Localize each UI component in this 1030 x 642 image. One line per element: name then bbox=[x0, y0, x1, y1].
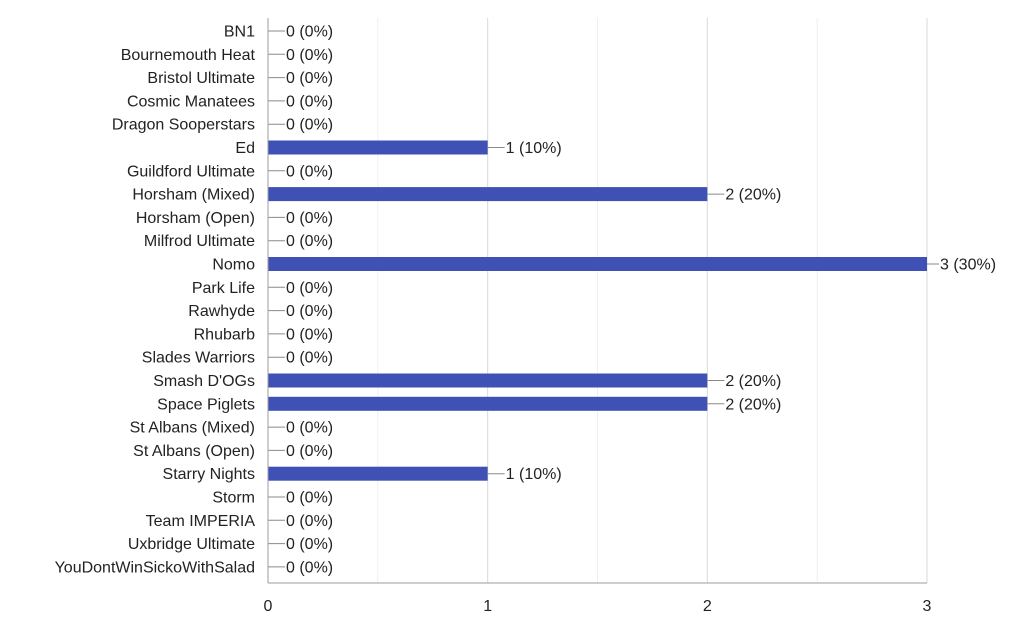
category-label: Rawhyde bbox=[188, 303, 255, 320]
category-label: Uxbridge Ultimate bbox=[128, 536, 255, 553]
category-label: Slades Warriors bbox=[142, 350, 255, 367]
category-label: Dragon Sooperstars bbox=[112, 117, 255, 134]
value-label: 0 (0%) bbox=[286, 303, 333, 320]
value-label: 3 (30%) bbox=[940, 257, 996, 274]
bar bbox=[268, 187, 708, 202]
value-label: 0 (0%) bbox=[286, 490, 333, 507]
value-label: 0 (0%) bbox=[286, 420, 333, 437]
bar bbox=[268, 396, 708, 411]
value-label: 0 (0%) bbox=[286, 117, 333, 134]
axes bbox=[267, 18, 927, 584]
category-label: Bristol Ultimate bbox=[147, 70, 255, 87]
value-label: 0 (0%) bbox=[286, 70, 333, 87]
category-label: Nomo bbox=[212, 257, 255, 274]
value-label: 0 (0%) bbox=[286, 280, 333, 297]
value-label: 0 (0%) bbox=[286, 536, 333, 553]
category-label: Team IMPERIA bbox=[146, 513, 256, 530]
bar bbox=[268, 257, 927, 271]
value-label: 0 (0%) bbox=[286, 513, 333, 530]
category-label: Rhubarb bbox=[194, 326, 255, 343]
value-label: 2 (20%) bbox=[725, 187, 781, 204]
labels: 0 1 2 3 BN1 0 (0%) Bournemouth Heat 0 (0%) Brist… bbox=[55, 24, 996, 616]
category-label: Park Life bbox=[192, 280, 255, 297]
category-label: Smash D'OGs bbox=[153, 373, 255, 390]
value-label: 0 (0%) bbox=[286, 559, 333, 576]
category-label: Milfrod Ultimate bbox=[144, 233, 255, 250]
value-label: 2 (20%) bbox=[725, 373, 781, 390]
category-label: Bournemouth Heat bbox=[121, 47, 256, 64]
value-label: 1 (10%) bbox=[506, 466, 562, 483]
category-label: Horsham (Open) bbox=[136, 210, 255, 227]
x-tick-label: 0 bbox=[264, 598, 273, 615]
category-label: Ed bbox=[235, 140, 255, 157]
value-label: 1 (10%) bbox=[506, 140, 562, 157]
value-label: 0 (0%) bbox=[286, 47, 333, 64]
value-label: 0 (0%) bbox=[286, 443, 333, 460]
value-label: 0 (0%) bbox=[286, 163, 333, 180]
x-tick-label: 2 bbox=[703, 598, 712, 615]
x-tick-label: 3 bbox=[923, 598, 932, 615]
category-label: Space Piglets bbox=[157, 396, 255, 413]
category-label: YouDontWinSickoWithSalad bbox=[55, 559, 255, 576]
value-label: 2 (20%) bbox=[725, 396, 781, 413]
category-label: Starry Nights bbox=[163, 466, 255, 483]
bar bbox=[268, 373, 708, 388]
category-label: St Albans (Mixed) bbox=[130, 420, 255, 437]
category-label: Guildford Ultimate bbox=[127, 163, 255, 180]
category-label: Cosmic Manatees bbox=[127, 93, 255, 110]
category-label: Horsham (Mixed) bbox=[132, 187, 255, 204]
category-label: St Albans (Open) bbox=[133, 443, 255, 460]
value-label: 0 (0%) bbox=[286, 233, 333, 250]
bar bbox=[268, 466, 488, 481]
value-label: 0 (0%) bbox=[286, 210, 333, 227]
value-label: 0 (0%) bbox=[286, 326, 333, 343]
value-label: 0 (0%) bbox=[286, 24, 333, 41]
category-label: Storm bbox=[212, 490, 255, 507]
value-label: 0 (0%) bbox=[286, 350, 333, 367]
category-label: BN1 bbox=[224, 24, 255, 41]
x-tick-label: 1 bbox=[483, 598, 492, 615]
bars bbox=[268, 30, 939, 568]
bar bbox=[268, 140, 488, 155]
value-label: 0 (0%) bbox=[286, 93, 333, 110]
grid-lines bbox=[377, 18, 928, 583]
